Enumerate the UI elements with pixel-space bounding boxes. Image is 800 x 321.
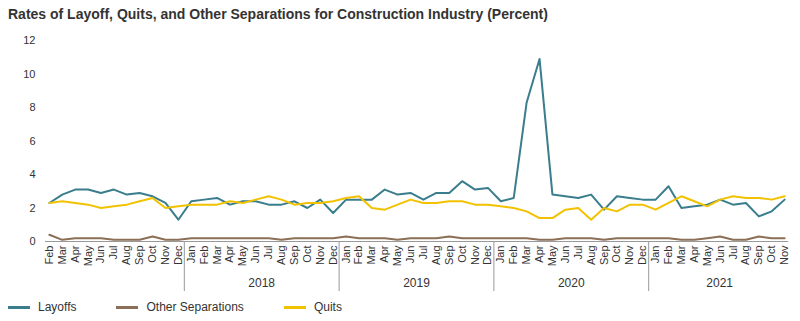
svg-text:4: 4	[29, 168, 35, 180]
svg-text:May: May	[701, 245, 713, 266]
svg-text:Nov: Nov	[314, 245, 326, 265]
svg-text:Oct: Oct	[301, 246, 313, 263]
svg-text:May: May	[82, 245, 94, 266]
svg-text:Dec: Dec	[327, 245, 339, 265]
svg-text:Sep: Sep	[752, 246, 764, 266]
html-text:Quits: Quits	[313, 300, 342, 314]
svg-text:Jan: Jan	[185, 246, 197, 264]
svg-text:Jan: Jan	[649, 246, 661, 264]
svg-text:Mar: Mar	[211, 245, 223, 264]
svg-text:Nov: Nov	[778, 245, 790, 265]
svg-text:Jul: Jul	[572, 246, 584, 260]
svg-text:Mar: Mar	[520, 245, 532, 264]
svg-text:Jun: Jun	[94, 246, 106, 264]
svg-text:Oct: Oct	[765, 246, 777, 263]
svg-text:Sep: Sep	[443, 246, 455, 266]
svg-text:0: 0	[29, 235, 35, 247]
svg-text:2019: 2019	[403, 276, 430, 290]
svg-text:Mar: Mar	[56, 245, 68, 264]
svg-text:Nov: Nov	[623, 245, 635, 265]
svg-text:Apr: Apr	[533, 245, 545, 262]
svg-text:Feb: Feb	[43, 246, 55, 265]
svg-text:Apr: Apr	[223, 245, 235, 262]
svg-text:Aug: Aug	[739, 246, 751, 266]
svg-text:May: May	[236, 245, 248, 266]
svg-text:Sep: Sep	[133, 246, 145, 266]
svg-text:Sep: Sep	[598, 246, 610, 266]
svg-text:Feb: Feb	[662, 246, 674, 265]
svg-text:Jan: Jan	[494, 246, 506, 264]
svg-text:Oct: Oct	[456, 246, 468, 263]
svg-text:6: 6	[29, 135, 35, 147]
svg-text:Mar: Mar	[365, 245, 377, 264]
svg-text:Aug: Aug	[430, 246, 442, 266]
svg-text:Jul: Jul	[727, 246, 739, 260]
svg-text:Apr: Apr	[688, 245, 700, 262]
svg-text:2020: 2020	[558, 276, 585, 290]
svg-text:Nov: Nov	[469, 245, 481, 265]
svg-text:Oct: Oct	[146, 246, 158, 263]
svg-text:Jun: Jun	[404, 246, 416, 264]
svg-text:Oct: Oct	[610, 246, 622, 263]
svg-text:Jan: Jan	[340, 246, 352, 264]
svg-text:2: 2	[29, 202, 35, 214]
svg-text:8: 8	[29, 101, 35, 113]
svg-text:Jul: Jul	[417, 246, 429, 260]
svg-text:Apr: Apr	[378, 245, 390, 262]
svg-text:2021: 2021	[706, 276, 733, 290]
svg-text:Feb: Feb	[352, 246, 364, 265]
html-text:Layoffs: Layoffs	[38, 300, 77, 314]
svg-text:Apr: Apr	[69, 245, 81, 262]
svg-text:Feb: Feb	[507, 246, 519, 265]
svg-text:Dec: Dec	[481, 245, 493, 265]
svg-text:Jun: Jun	[559, 246, 571, 264]
svg-text:Mar: Mar	[675, 245, 687, 264]
svg-text:Aug: Aug	[120, 246, 132, 266]
svg-text:Jun: Jun	[714, 246, 726, 264]
svg-text:May: May	[391, 245, 403, 266]
html-text:Rates of Layoff, Quits, and Ot: Rates of Layoff, Quits, and Other Separa…	[8, 6, 548, 22]
svg-text:Aug: Aug	[585, 246, 597, 266]
html-text:Other Separations: Other Separations	[146, 300, 244, 314]
svg-text:Nov: Nov	[159, 245, 171, 265]
svg-text:Aug: Aug	[275, 246, 287, 266]
svg-text:Sep: Sep	[288, 246, 300, 266]
svg-text:Jun: Jun	[249, 246, 261, 264]
svg-text:Jul: Jul	[107, 246, 119, 260]
svg-text:Dec: Dec	[636, 245, 648, 265]
svg-text:12: 12	[23, 34, 35, 46]
svg-text:May: May	[546, 245, 558, 266]
svg-text:Feb: Feb	[198, 246, 210, 265]
svg-text:Jul: Jul	[262, 246, 274, 260]
svg-text:10: 10	[23, 68, 35, 80]
svg-text:2018: 2018	[248, 276, 275, 290]
svg-text:Dec: Dec	[172, 245, 184, 265]
